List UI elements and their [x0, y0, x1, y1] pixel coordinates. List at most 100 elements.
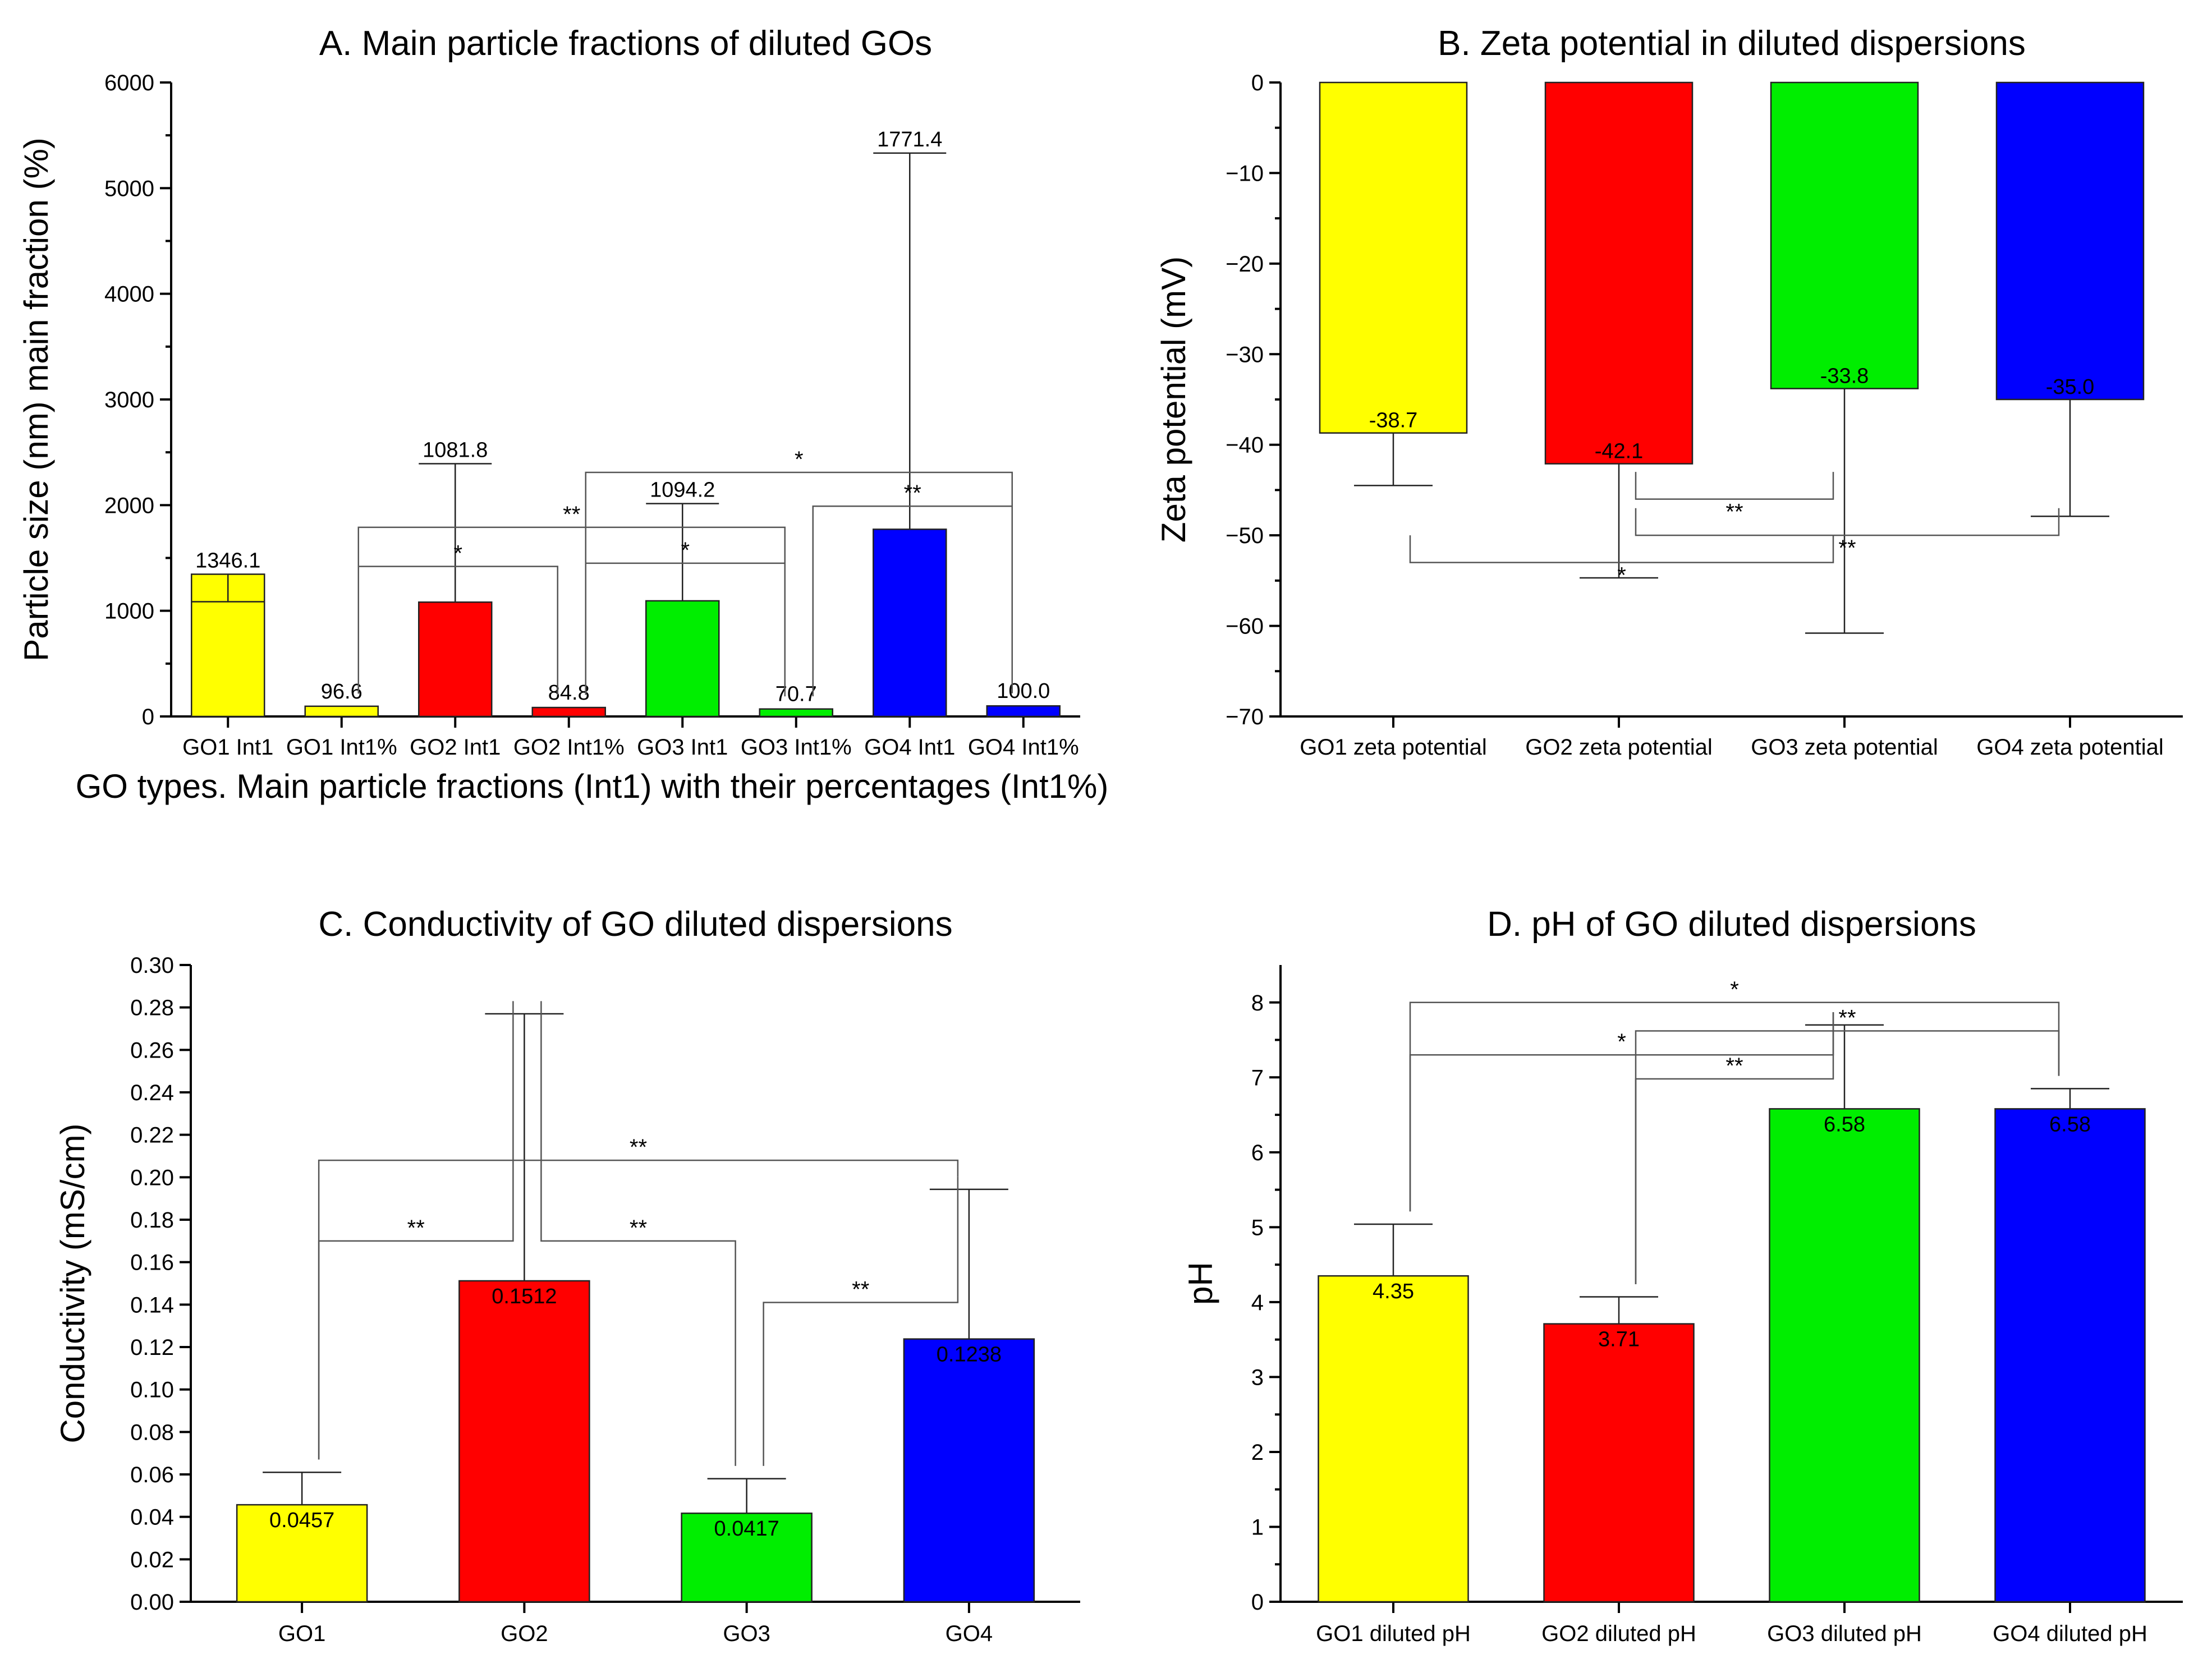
panel-d-ph-chart: D. pH of GO diluted dispersions pH 0 1 2 3 4 5 6…: [1182, 905, 2183, 1646]
panel-c-value-label: 0.1238: [937, 1343, 1002, 1367]
panel-c-y-tick-label: 0.12: [130, 1335, 174, 1360]
panel-c-y-tick-label: 0.24: [130, 1081, 174, 1105]
panel-a-y-tick-label: 1000: [104, 599, 154, 624]
panel-b-y-axis-label: Zeta potential (mV): [1155, 256, 1192, 543]
panel-c-significance-label: **: [852, 1277, 869, 1302]
panel-a-y-tick-label: 2000: [104, 493, 154, 518]
panel-a-value-label: 84.8: [548, 681, 590, 705]
panel-b-significance-bracket: [1635, 472, 1834, 500]
panel-a-x-tick-label: GO4 Int1%: [968, 735, 1079, 760]
panel-a-bar: [873, 529, 947, 718]
panel-b-significance-bracket: [1635, 508, 2060, 536]
panel-c-conductivity-chart: C. Conductivity of GO diluted dispersion…: [54, 905, 1080, 1646]
panel-a-significance-label: *: [681, 538, 690, 563]
panel-d-significance-label: **: [1838, 1006, 1856, 1031]
panel-a-x-tick-label: GO4 Int1: [864, 735, 955, 760]
panel-c-y-tick-label: 0.06: [130, 1463, 174, 1487]
panel-a-value-label: 100.0: [997, 679, 1050, 703]
panel-d-value-label: 6.58: [2049, 1113, 2091, 1136]
panel-b-title: B. Zeta potential in diluted dispersions: [1438, 24, 2026, 63]
panel-b-y-tick-label: −10: [1226, 161, 1264, 186]
panel-a-significance-label: **: [563, 502, 580, 527]
panel-c-bar: [458, 1280, 590, 1603]
panel-c-y-tick-label: 0.08: [130, 1420, 174, 1445]
panel-d-y-tick-label: 6: [1251, 1141, 1264, 1165]
panel-b-y-tick-label: −60: [1226, 614, 1264, 639]
panel-a-title: A. Main particle fractions of diluted GO…: [319, 24, 932, 63]
panel-b-y-tick-label: −70: [1226, 705, 1264, 729]
panel-a-x-tick-label: GO3 Int1%: [741, 735, 852, 760]
panel-c-x-tick-label: GO2: [501, 1621, 548, 1646]
panel-d-y-tick-label: 1: [1251, 1515, 1264, 1539]
panel-b-x-tick-label: GO3 zeta potential: [1751, 735, 1938, 760]
panel-a-x-tick-label: GO1 Int1%: [286, 735, 397, 760]
panel-c-y-tick-label: 0.30: [130, 953, 174, 978]
panel-a-value-label: 1346.1: [195, 549, 260, 572]
panel-a-value-label: 96.6: [321, 680, 362, 704]
panel-b-y-tick-label: −20: [1226, 252, 1264, 277]
panel-a-y-tick-label: 5000: [104, 176, 154, 201]
panel-d-value-label: 6.58: [1824, 1113, 1865, 1136]
panel-d-bar: [1543, 1323, 1695, 1603]
panel-c-value-label: 0.0417: [714, 1517, 779, 1541]
panel-c-y-tick-label: 0.22: [130, 1123, 174, 1148]
panel-a-value-label: 1094.2: [650, 479, 715, 502]
panel-d-bar: [1769, 1108, 1920, 1603]
panel-a-x-tick-label: GO1 Int1: [182, 735, 273, 760]
panel-c-y-tick-label: 0.26: [130, 1038, 174, 1063]
panel-c-significance-label: **: [407, 1216, 425, 1240]
panel-b-significance-bracket: [1409, 535, 1834, 563]
panel-a-value-label: 1081.8: [423, 439, 488, 462]
panel-d-significance-label: *: [1730, 977, 1739, 1002]
panel-a-x-tick-label: GO2 Int1%: [513, 735, 625, 760]
panel-b-y-tick-label: −30: [1226, 342, 1264, 367]
panel-a-bar: [645, 600, 720, 718]
panel-d-title: D. pH of GO diluted dispersions: [1487, 905, 1976, 944]
panel-a-y-tick-label: 4000: [104, 282, 154, 307]
panel-a-bar: [759, 708, 833, 718]
panel-a-particle-size-chart: A. Main particle fractions of diluted GO…: [17, 24, 1108, 805]
panel-d-significance-label: *: [1617, 1030, 1626, 1054]
panel-b-significance-label: *: [1617, 563, 1626, 588]
panel-a-x-tick-label: GO2 Int1: [410, 735, 501, 760]
panel-c-x-tick-label: GO4: [946, 1621, 993, 1646]
panel-d-value-label: 4.35: [1373, 1280, 1414, 1303]
panel-c-value-label: 0.1512: [492, 1285, 557, 1308]
panel-c-y-tick-label: 0.14: [130, 1293, 174, 1317]
panel-d-y-tick-label: 0: [1251, 1590, 1264, 1615]
panel-b-value-label: -33.8: [1820, 365, 1869, 388]
panel-c-y-tick-label: 0.18: [130, 1208, 174, 1233]
panel-d-y-axis-label: pH: [1182, 1262, 1219, 1305]
panel-a-bar: [418, 601, 493, 718]
panel-d-x-tick-label: GO2 diluted pH: [1541, 1621, 1696, 1646]
panel-c-y-tick-label: 0.28: [130, 996, 174, 1021]
panel-d-bar: [1994, 1108, 2146, 1603]
panel-c-y-tick-label: 0.00: [130, 1590, 174, 1615]
panel-d-significance-bracket: [1409, 1001, 2060, 1212]
panel-a-y-tick-label: 6000: [104, 71, 154, 95]
panel-c-bar: [236, 1504, 368, 1603]
panel-b-bar: [1544, 81, 1694, 465]
panel-c-y-tick-label: 0.04: [130, 1505, 174, 1530]
panel-b-x-tick-label: GO1 zeta potential: [1300, 735, 1487, 760]
panel-b-value-label: -42.1: [1595, 440, 1644, 463]
panel-d-y-tick-label: 4: [1251, 1290, 1264, 1315]
panel-a-bar: [531, 706, 606, 718]
panel-b-significance-label: **: [1838, 536, 1856, 560]
panel-b-x-tick-label: GO2 zeta potential: [1525, 735, 1713, 760]
panel-b-y-tick-label: −40: [1226, 433, 1264, 458]
panel-c-bar: [681, 1512, 813, 1603]
panel-c-x-tick-label: GO1: [278, 1621, 325, 1646]
panel-d-value-label: 3.71: [1598, 1328, 1640, 1352]
panel-b-bar: [1319, 81, 1468, 434]
panel-d-y-tick-label: 8: [1251, 991, 1264, 1015]
panel-c-significance-label: **: [630, 1216, 647, 1240]
panel-c-y-tick-label: 0.20: [130, 1165, 174, 1190]
panel-a-bar: [304, 705, 379, 718]
panel-c-significance-bracket: [540, 1001, 736, 1466]
panel-c-x-tick-label: GO3: [723, 1621, 770, 1646]
panel-a-bar: [986, 705, 1061, 718]
panel-c-bar: [903, 1338, 1035, 1603]
panel-d-y-tick-label: 2: [1251, 1440, 1264, 1465]
